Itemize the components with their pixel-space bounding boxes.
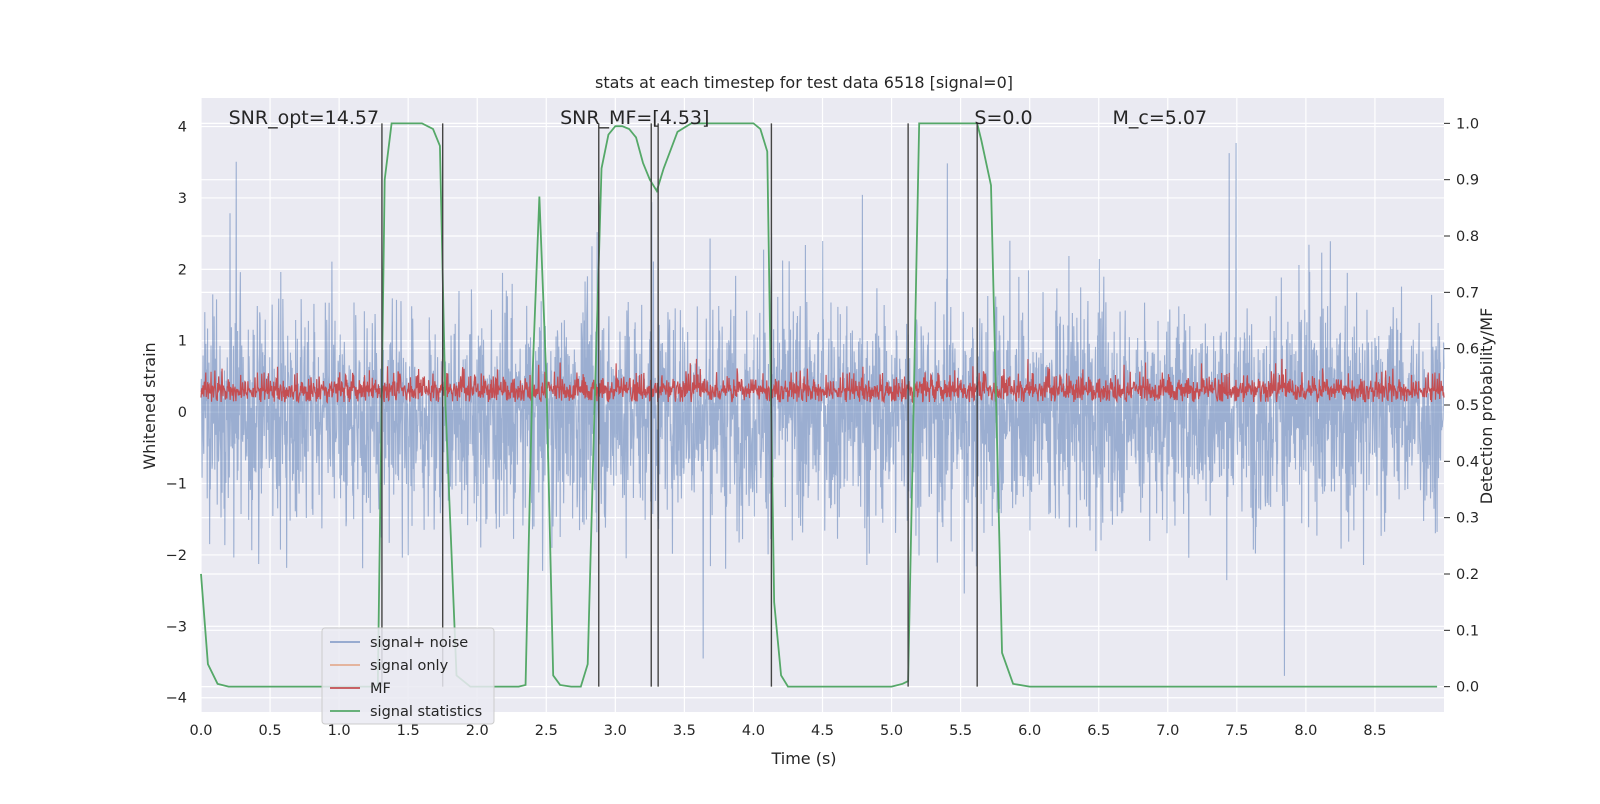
y2-tick-label: 0.4 <box>1456 454 1479 470</box>
x-tick-label: 2.5 <box>535 723 558 739</box>
y2-tick-label: 0.5 <box>1456 398 1479 414</box>
x-tick-label: 0.0 <box>189 723 212 739</box>
y-tick-label: 3 <box>178 191 187 207</box>
y-tick-label: 1 <box>178 334 187 350</box>
x-tick-label: 8.5 <box>1363 723 1386 739</box>
x-tick-label: 4.0 <box>742 723 765 739</box>
chart-title: stats at each timestep for test data 651… <box>595 73 1013 92</box>
series-signal-statistics-line <box>200 122 1438 688</box>
x-tick-label: 3.0 <box>604 723 627 739</box>
y2-tick-label: 0.1 <box>1456 623 1479 639</box>
x-tick-label: 1.5 <box>397 723 420 739</box>
chart-annotation: SNR_opt=14.57 <box>229 107 379 129</box>
y2-axis-label: Detection probability/MF <box>1477 308 1496 505</box>
x-axis-label: Time (s) <box>770 749 836 768</box>
legend: signal+ noise signal only MF signal statist… <box>321 627 495 725</box>
y-tick-label: −4 <box>166 691 187 707</box>
x-tick-label: 2.0 <box>466 723 489 739</box>
y-tick-label: 2 <box>178 262 187 278</box>
x-tick-label: 8.0 <box>1294 723 1317 739</box>
y2-tick-label: 0.7 <box>1456 285 1479 301</box>
x-tick-label: 6.5 <box>1087 723 1110 739</box>
x-tick-label: 5.0 <box>880 723 903 739</box>
x-tick-label: 7.0 <box>1156 723 1179 739</box>
chart-annotation: S=0.0 <box>974 107 1032 129</box>
y2-tick-label: 0.2 <box>1456 567 1479 583</box>
chart-annotation: SNR_MF=[4.53] <box>560 107 709 129</box>
y2-tick-label: 0.9 <box>1456 173 1479 189</box>
x-tick-label: 0.5 <box>259 723 282 739</box>
legend-label: signal only <box>370 658 449 674</box>
legend-label: signal statistics <box>370 704 482 720</box>
y-tick-label: 0 <box>178 405 187 421</box>
x-tick-label: 6.0 <box>1018 723 1041 739</box>
y-tick-label: −1 <box>166 477 187 493</box>
y2-tick-label: 0.8 <box>1456 229 1479 245</box>
x-tick-label: 7.5 <box>1225 723 1248 739</box>
x-tick-label: 4.5 <box>811 723 834 739</box>
y2-tick-label: 1.0 <box>1456 116 1479 132</box>
x-tick-label: 3.5 <box>673 723 696 739</box>
y-tick-label: −3 <box>166 619 187 635</box>
x-tick-label: 5.5 <box>949 723 972 739</box>
y-tick-label: −2 <box>166 548 187 564</box>
chart-annotation: M_c=5.07 <box>1113 107 1208 129</box>
legend-label: MF <box>370 681 391 697</box>
y2-tick-label: 0.3 <box>1456 511 1479 527</box>
series-mf-line <box>200 358 1445 404</box>
legend-box <box>321 627 495 725</box>
y-tick-label: 4 <box>178 120 187 136</box>
x-tick-label: 1.0 <box>328 723 351 739</box>
y-axis-label: Whitened strain <box>140 342 159 469</box>
y2-tick-label: 0.0 <box>1456 680 1479 696</box>
legend-label: signal+ noise <box>370 635 468 651</box>
y2-tick-label: 0.6 <box>1456 342 1479 358</box>
